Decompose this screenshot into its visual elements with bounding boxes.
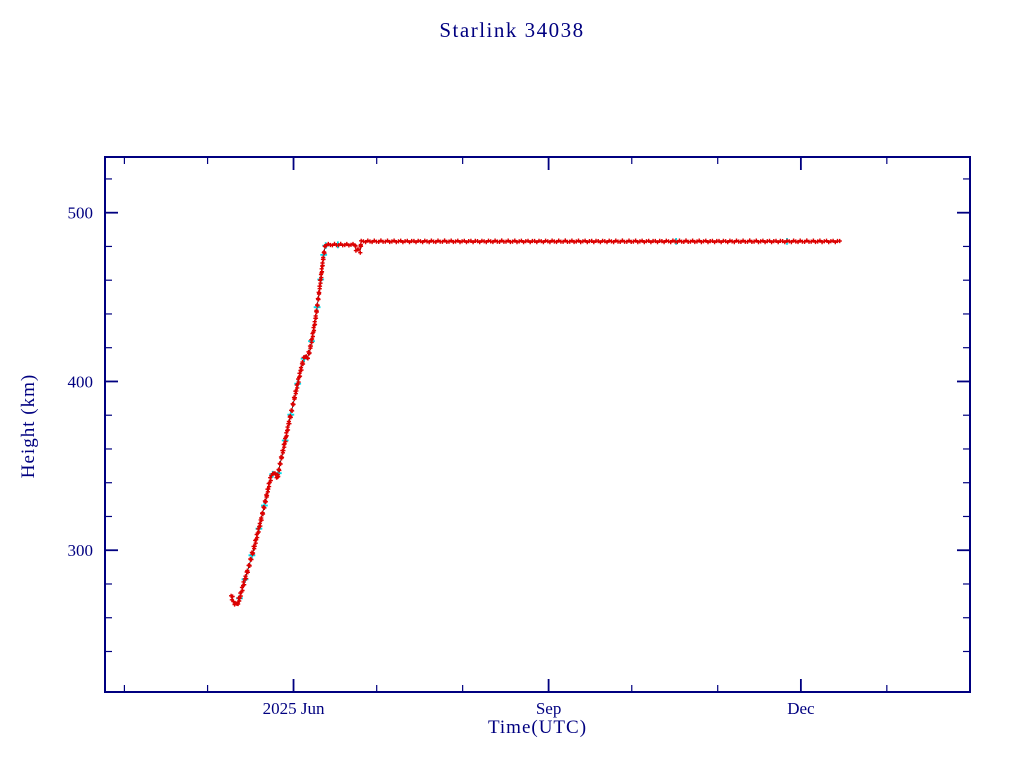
x-tick-label: Dec [787,699,815,718]
chart-title: Starlink 34038 [439,18,585,42]
y-tick-label: 300 [68,541,94,560]
y-tick-label: 500 [68,204,94,223]
x-tick-label: Sep [536,699,562,718]
primary-markers [229,238,842,607]
axis-ticks [105,157,970,692]
x-tick-label: 2025 Jun [263,699,325,718]
y-tick-label: 400 [68,372,94,391]
x-axis-label: Time(UTC) [487,717,588,738]
trajectory-line [230,241,840,605]
plot-border [104,156,971,693]
